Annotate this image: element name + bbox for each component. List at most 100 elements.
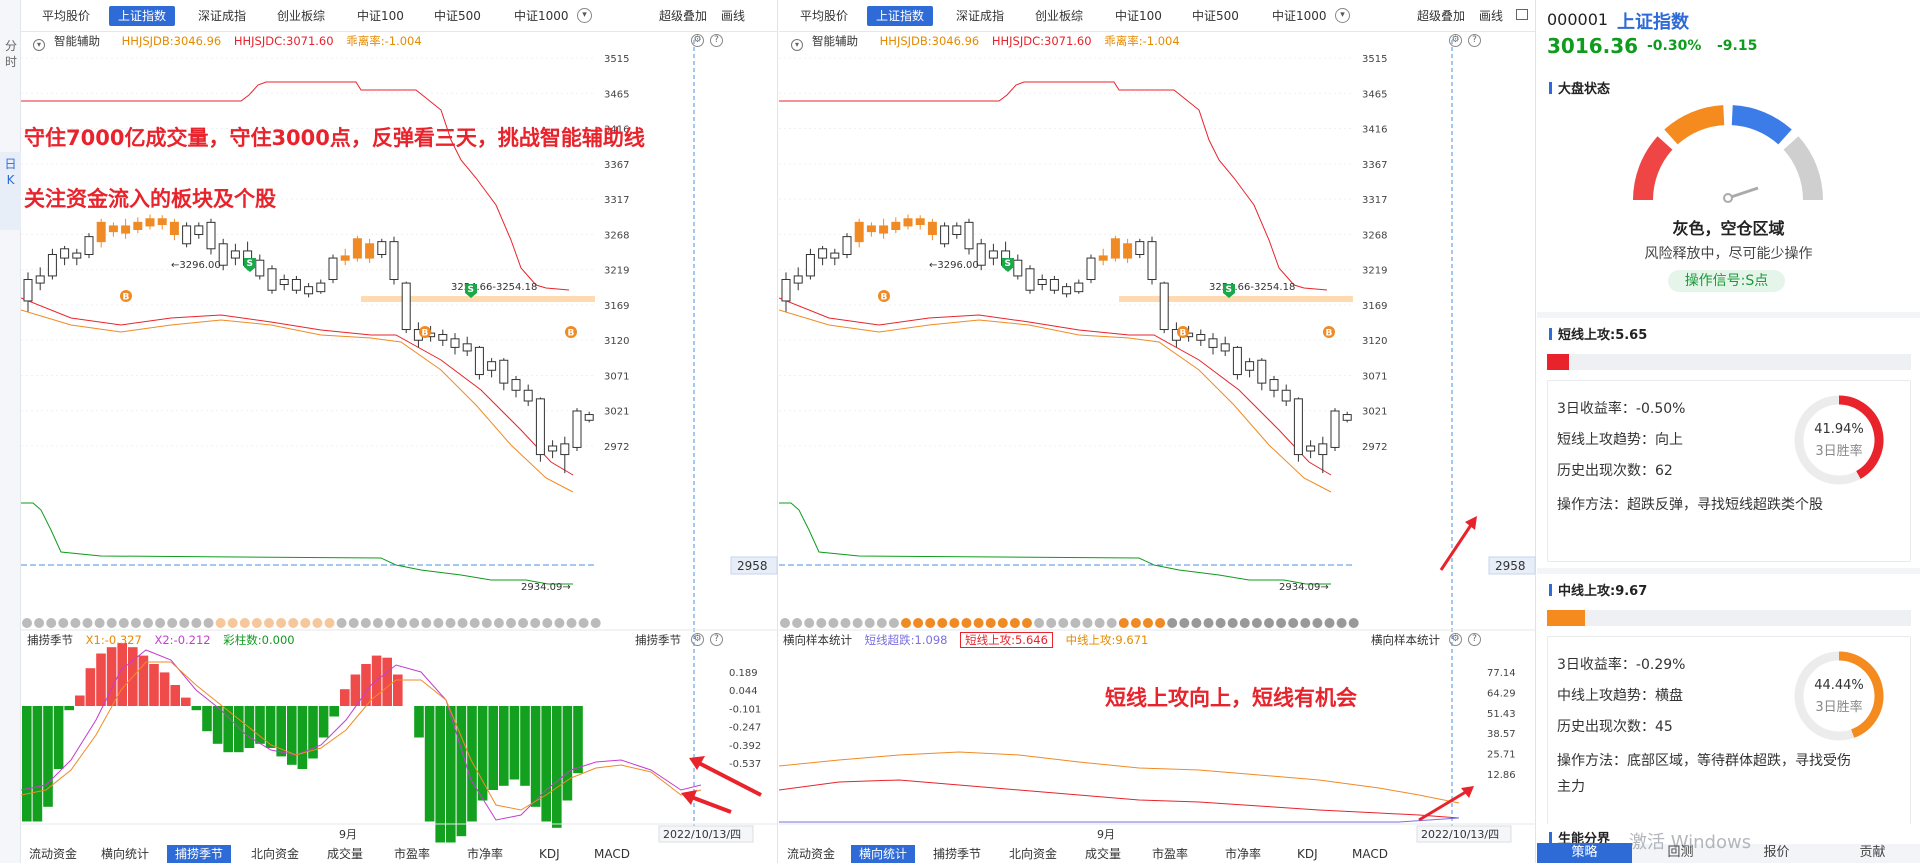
bottom-tab-7[interactable]: KDJ bbox=[1297, 847, 1318, 861]
bottom-tab-4[interactable]: 成交量 bbox=[327, 847, 364, 861]
b-marker-icon bbox=[1323, 326, 1335, 338]
candle-body bbox=[218, 243, 228, 266]
b-marker-label: B bbox=[123, 293, 130, 303]
index-tab-6[interactable]: 中证1000 bbox=[1272, 9, 1327, 23]
index-tab-2[interactable]: 深证成指 bbox=[956, 9, 1005, 23]
index-tab-6[interactable]: 中证1000 bbox=[514, 9, 569, 23]
tab-time-share[interactable]: 分时 bbox=[4, 39, 17, 69]
bottom-tab-3[interactable]: 北向资金 bbox=[251, 847, 300, 861]
bottom-tab-3[interactable]: 北向资金 bbox=[1009, 847, 1058, 861]
bottom-tab-5[interactable]: 市盈率 bbox=[1152, 847, 1189, 861]
bottom-tab-6[interactable]: 市净率 bbox=[467, 847, 504, 861]
price-tick: 2972 bbox=[1362, 442, 1387, 453]
short-return: 3日收益率：-0.50% bbox=[1557, 401, 1686, 417]
sub-tick: 25.71 bbox=[1487, 750, 1516, 761]
help-icon[interactable]: ? bbox=[1468, 34, 1481, 47]
price-tick: 3367 bbox=[1362, 160, 1387, 171]
signal-dot bbox=[864, 618, 875, 628]
bottom-tab-1[interactable]: 横向统计 bbox=[101, 847, 150, 861]
short-method: 操作方法：超跌反弹，寻找短线超跌类个股 bbox=[1557, 497, 1823, 513]
price-tick: 3515 bbox=[604, 54, 629, 65]
candle-body bbox=[23, 279, 33, 302]
bottom-tab-7[interactable]: KDJ bbox=[539, 847, 560, 861]
candle-body bbox=[1318, 443, 1328, 456]
panel-tab-1[interactable]: 回测 bbox=[1667, 845, 1694, 860]
bottom-tab-5[interactable]: 市盈率 bbox=[394, 847, 431, 861]
index-tab-5[interactable]: 中证500 bbox=[1192, 9, 1239, 23]
candle-body bbox=[548, 445, 558, 452]
candle-body bbox=[964, 221, 974, 250]
signal-dot bbox=[913, 618, 924, 628]
signal-dot bbox=[312, 618, 323, 628]
signal-dot bbox=[493, 618, 504, 628]
window-icon[interactable] bbox=[1516, 9, 1528, 20]
sub-help-icon[interactable]: ? bbox=[1468, 633, 1481, 646]
quote-card: 000001 上证指数 3016.36 -0.30% -9.15 大盘状态 灰色… bbox=[1537, 0, 1920, 312]
price-tick: 3317 bbox=[1362, 195, 1387, 206]
help-icon[interactable]: ? bbox=[710, 34, 723, 47]
ratio-value: 乖离率:-1.004 bbox=[346, 34, 422, 48]
sub-bar bbox=[318, 706, 329, 738]
bottom-tab-6[interactable]: 市净率 bbox=[1225, 847, 1262, 861]
tab-day-k[interactable]: 日K bbox=[0, 152, 21, 230]
bottom-tab-8[interactable]: MACD bbox=[1352, 847, 1388, 861]
overlay-button[interactable]: 超级叠加 bbox=[659, 9, 708, 23]
candle-body bbox=[1135, 241, 1145, 256]
expand-icon[interactable]: ▾ bbox=[791, 39, 803, 51]
sub-settings-icon[interactable]: ⚙ bbox=[691, 633, 704, 646]
gauge-needle bbox=[1727, 186, 1759, 200]
assist-label: 智能辅助 bbox=[54, 34, 100, 48]
draw-line-button[interactable]: 画线 bbox=[721, 9, 746, 23]
signal-dot bbox=[130, 618, 141, 628]
expand-icon[interactable]: ▾ bbox=[33, 39, 45, 51]
index-tab-1[interactable]: 上证指数 bbox=[109, 6, 176, 26]
mid-attack-line bbox=[779, 751, 1460, 804]
signal-dot bbox=[179, 618, 190, 628]
signal-dot bbox=[1155, 618, 1166, 628]
draw-line-button[interactable]: 画线 bbox=[1479, 9, 1504, 23]
candle-body bbox=[377, 241, 387, 256]
candle-body bbox=[279, 279, 289, 286]
signal-dot bbox=[1058, 618, 1069, 628]
signal-dot bbox=[1106, 618, 1117, 628]
ma-red bbox=[779, 297, 1332, 476]
index-tab-4[interactable]: 中证100 bbox=[357, 9, 404, 23]
settings-icon[interactable]: ⚙ bbox=[1449, 34, 1462, 47]
signal-dot bbox=[397, 618, 408, 628]
sub-bar bbox=[181, 697, 191, 706]
index-tab-2[interactable]: 深证成指 bbox=[198, 9, 247, 23]
bottom-tab-0[interactable]: 流动资金 bbox=[787, 847, 836, 861]
index-tab-3[interactable]: 创业板综 bbox=[277, 9, 326, 23]
more-indices-icon[interactable]: ▾ bbox=[1335, 8, 1350, 23]
panel-tab-2[interactable]: 报价 bbox=[1763, 845, 1790, 860]
candle-body bbox=[988, 250, 998, 259]
signal-dot bbox=[1143, 618, 1153, 628]
index-tab-5[interactable]: 中证500 bbox=[434, 9, 481, 23]
signal-dot bbox=[1336, 618, 1347, 628]
price-tick: 3416 bbox=[604, 125, 629, 136]
signal-dot bbox=[46, 618, 57, 628]
s-marker-label: S bbox=[468, 285, 474, 295]
sub-help-icon[interactable]: ? bbox=[710, 633, 723, 646]
overlay-button[interactable]: 超级叠加 bbox=[1417, 9, 1466, 23]
quote-name[interactable]: 上证指数 bbox=[1617, 12, 1689, 33]
signal-dot bbox=[901, 618, 911, 628]
index-tab-1[interactable]: 上证指数 bbox=[867, 6, 934, 26]
bottom-tab-4[interactable]: 成交量 bbox=[1085, 847, 1122, 861]
bottom-tab-2[interactable]: 捕捞季节 bbox=[167, 845, 232, 863]
index-tab-0[interactable]: 平均股价 bbox=[800, 9, 849, 23]
panel-tab-0[interactable]: 策略 bbox=[1537, 843, 1632, 863]
settings-icon[interactable]: ⚙ bbox=[691, 34, 704, 47]
panel-tab-3[interactable]: 贡献 bbox=[1859, 845, 1886, 860]
more-indices-icon[interactable]: ▾ bbox=[577, 8, 592, 23]
bottom-tab-1[interactable]: 横向统计 bbox=[851, 845, 916, 863]
bottom-tab-2[interactable]: 捕捞季节 bbox=[933, 847, 982, 861]
signal-dot bbox=[385, 618, 395, 628]
bottom-tab-8[interactable]: MACD bbox=[594, 847, 630, 861]
bottom-tab-0[interactable]: 流动资金 bbox=[29, 847, 78, 861]
index-tab-0[interactable]: 平均股价 bbox=[42, 9, 91, 23]
index-tab-4[interactable]: 中证100 bbox=[1115, 9, 1162, 23]
index-tab-3[interactable]: 创业板综 bbox=[1035, 9, 1084, 23]
price-tick: 3120 bbox=[1362, 336, 1387, 347]
sub-settings-icon[interactable]: ⚙ bbox=[1449, 633, 1462, 646]
